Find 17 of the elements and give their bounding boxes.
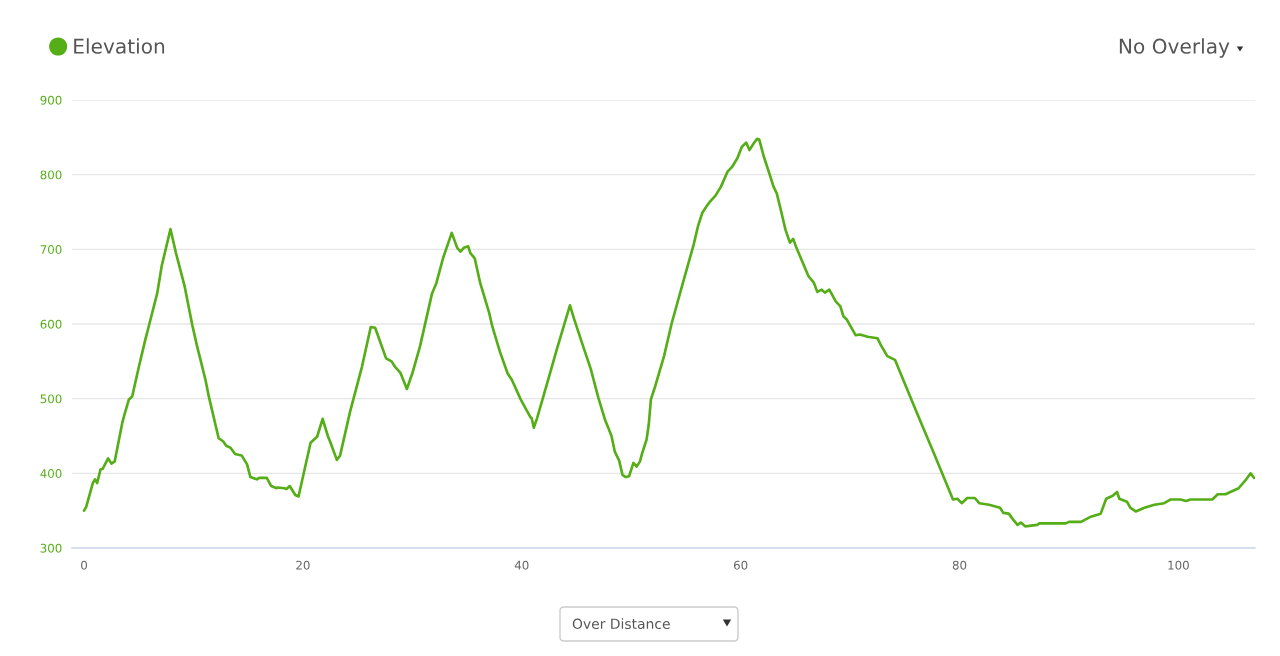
text: Over Distance xyxy=(572,618,670,630)
x-tick-label: 80 xyxy=(952,560,967,570)
y-tick-label: 600 xyxy=(40,319,62,329)
y-tick-label: 800 xyxy=(40,170,62,180)
x-tick-label: 0 xyxy=(81,560,88,570)
y-tick-label: 500 xyxy=(40,394,62,404)
y-tick-label: 400 xyxy=(40,469,62,478)
text: No Overlay xyxy=(1119,38,1230,58)
legend-label: Elevation xyxy=(74,38,165,54)
x-tick-label: 100 xyxy=(1168,560,1189,570)
y-tick-label: 300 xyxy=(40,543,62,553)
x-tick-label: 20 xyxy=(296,560,310,570)
y-tick-label: 700 xyxy=(40,245,62,254)
x-tick-label: 60 xyxy=(733,560,748,570)
line-series xyxy=(82,137,1255,528)
y-tick-label: 900 xyxy=(40,95,62,105)
x-tick-label: 40 xyxy=(514,560,529,570)
